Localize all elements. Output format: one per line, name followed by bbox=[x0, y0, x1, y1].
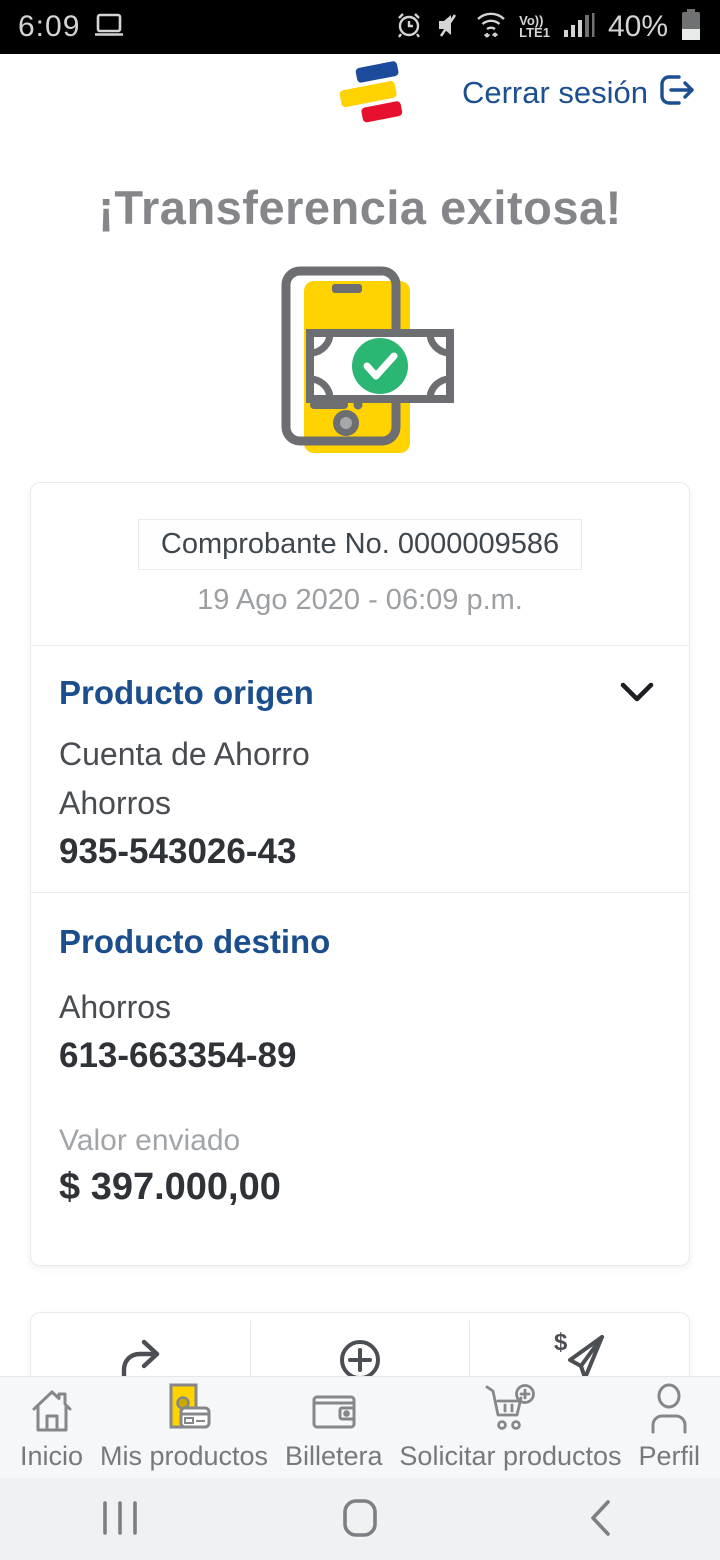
bottom-nav: Inicio Mis productos bbox=[0, 1376, 720, 1478]
nav-label: Inicio bbox=[20, 1441, 84, 1471]
nav-label: Mis productos bbox=[99, 1441, 269, 1471]
wifi-icon bbox=[475, 10, 507, 45]
nav-item-solicitar-productos[interactable]: Solicitar productos bbox=[399, 1383, 622, 1472]
amount-label: Valor enviado bbox=[59, 1124, 241, 1157]
receipt-header: Comprobante No. 0000009586 19 Ago 2020 -… bbox=[31, 483, 689, 645]
home-icon bbox=[26, 1383, 78, 1435]
destination-section: Producto destino Ahorros 613-663354-89 V… bbox=[31, 893, 689, 1265]
chevron-down-icon bbox=[619, 682, 655, 706]
collapse-details-button[interactable] bbox=[613, 677, 661, 710]
battery-percent: 40% bbox=[607, 10, 668, 43]
status-time: 6:09 bbox=[18, 10, 81, 43]
divider bbox=[31, 892, 689, 893]
recent-apps-button[interactable] bbox=[0, 1478, 240, 1560]
destination-account-number: 613-663354-89 bbox=[59, 1036, 297, 1075]
alarm-icon bbox=[395, 11, 423, 44]
products-icon bbox=[155, 1383, 213, 1435]
send-money-icon: $ bbox=[552, 1331, 608, 1384]
divider bbox=[31, 645, 689, 646]
android-home-icon bbox=[342, 1498, 378, 1541]
nav-item-inicio[interactable]: Inicio bbox=[20, 1383, 83, 1472]
status-bar-left: 6:09 bbox=[18, 10, 124, 44]
receipt-card: Comprobante No. 0000009586 19 Ago 2020 -… bbox=[30, 482, 690, 1266]
app-header: Cerrar sesión bbox=[0, 54, 720, 136]
origin-account-name: Ahorros bbox=[59, 785, 172, 821]
origin-section: Producto origen Cuenta de Ahorro Ahorros… bbox=[31, 646, 689, 892]
screen-cast-icon bbox=[94, 12, 124, 43]
receipt-datetime: 19 Ago 2020 - 06:09 p.m. bbox=[197, 584, 523, 616]
voucher-number: Comprobante No. 0000009586 bbox=[137, 519, 583, 570]
nav-label: Billetera bbox=[284, 1441, 383, 1471]
profile-icon bbox=[646, 1383, 692, 1435]
amount-value: $ 397.000,00 bbox=[59, 1166, 281, 1208]
mute-icon bbox=[435, 11, 463, 44]
logout-button[interactable]: Cerrar sesión bbox=[462, 72, 698, 113]
origin-heading: Producto origen bbox=[59, 674, 314, 711]
plus-circle-icon bbox=[335, 1331, 385, 1389]
android-nav-bar bbox=[0, 1478, 720, 1560]
destination-account-name: Ahorros bbox=[59, 989, 172, 1025]
back-icon bbox=[588, 1499, 612, 1540]
destination-heading: Producto destino bbox=[59, 923, 331, 960]
network-type-label: Vo)) LTE1 bbox=[519, 13, 550, 40]
logout-label: Cerrar sesión bbox=[461, 74, 648, 110]
origin-account-type: Cuenta de Ahorro bbox=[59, 736, 310, 772]
battery-icon bbox=[680, 8, 702, 47]
request-products-icon bbox=[479, 1383, 541, 1435]
bank-flag-logo bbox=[334, 60, 408, 126]
wallet-icon bbox=[308, 1383, 360, 1435]
home-button[interactable] bbox=[240, 1478, 480, 1560]
nav-item-mis-productos[interactable]: Mis productos bbox=[100, 1383, 268, 1472]
nav-label: Solicitar productos bbox=[399, 1441, 622, 1471]
recent-apps-icon bbox=[100, 1500, 140, 1538]
success-illustration bbox=[254, 263, 466, 469]
svg-text:$: $ bbox=[554, 1331, 568, 1356]
share-icon bbox=[113, 1331, 167, 1389]
status-bar: 6:09 bbox=[0, 0, 720, 54]
nav-item-perfil[interactable]: Perfil bbox=[638, 1383, 700, 1472]
nav-item-billetera[interactable]: Billetera bbox=[285, 1383, 383, 1472]
signal-strength-icon bbox=[562, 11, 596, 44]
back-button[interactable] bbox=[480, 1478, 720, 1560]
nav-label: Perfil bbox=[638, 1441, 700, 1471]
logout-icon bbox=[658, 72, 698, 113]
page-title: ¡Transferencia exitosa! bbox=[98, 181, 622, 234]
status-bar-right: Vo)) LTE1 40% bbox=[395, 8, 702, 47]
origin-account-number: 935-543026-43 bbox=[59, 832, 297, 871]
